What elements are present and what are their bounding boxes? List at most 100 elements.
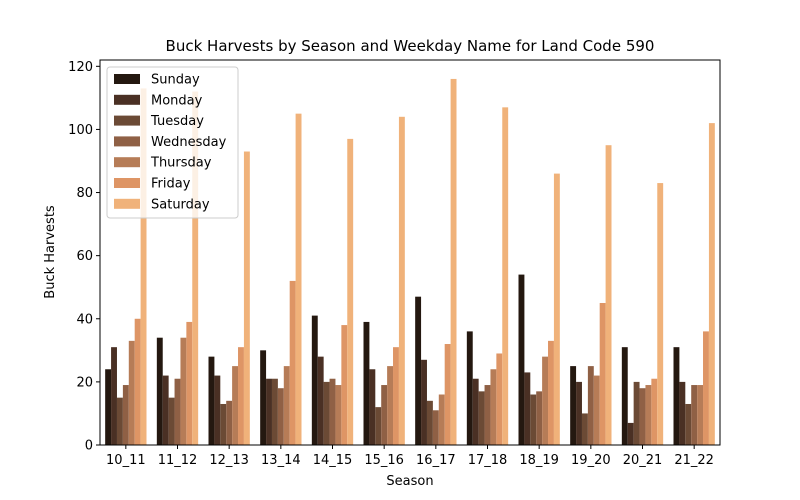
- bar-saturday-10_11: [140, 88, 147, 446]
- legend-label-wednesday: Wednesday: [151, 135, 227, 150]
- plot-frame: [99, 59, 721, 446]
- legend-swatch-wednesday: [114, 136, 140, 147]
- legend-swatch-monday: [114, 94, 140, 105]
- bar-monday-16_17: [421, 359, 427, 445]
- x-axis: 10_11 11_12 12_13 13_14 14_15 15_16 16_17 17_18…: [106, 445, 714, 468]
- bar-friday-21_22: [703, 331, 709, 445]
- x-tick-label: 17_18: [468, 453, 508, 468]
- x-tick-label: 11_12: [158, 453, 198, 468]
- bar-wednesday-17_18: [484, 385, 491, 445]
- bar-saturday-18_19: [553, 173, 560, 446]
- legend-swatch-thursday: [114, 157, 140, 168]
- bar-saturday-12_13: [243, 151, 250, 445]
- bar-thursday-14_15: [335, 385, 342, 445]
- bar-sunday-12_13: [208, 356, 215, 445]
- bar-wednesday-21_22: [691, 385, 698, 445]
- y-tick-label: 40: [76, 312, 93, 327]
- bar-monday-15_16: [369, 369, 376, 445]
- bar-friday-19_20: [599, 302, 606, 445]
- bar-sunday-16_17: [415, 296, 422, 445]
- legend-label-monday: Monday: [151, 93, 203, 108]
- y-tick-label: 0: [85, 439, 93, 454]
- bar-tuesday-13_14: [271, 378, 278, 445]
- x-tick-label: 20_21: [623, 453, 663, 468]
- bar-thursday-20_21: [645, 385, 652, 445]
- bar-saturday-15_16: [398, 116, 405, 446]
- bars-layer: [105, 78, 715, 446]
- legend-swatch-friday: [114, 178, 140, 188]
- bar-friday-17_18: [496, 353, 503, 445]
- bar-saturday-17_18: [502, 107, 509, 445]
- bar-sunday-20_21: [621, 347, 628, 445]
- bar-wednesday-11_12: [174, 378, 181, 445]
- bar-wednesday-10_11: [122, 385, 129, 445]
- bar-monday-19_20: [576, 381, 582, 445]
- bar-monday-20_21: [627, 422, 634, 445]
- y-tick-label: 100: [68, 123, 93, 138]
- bar-tuesday-19_20: [581, 413, 588, 445]
- x-tick-label: 13_14: [261, 453, 301, 468]
- bar-friday-13_14: [289, 280, 296, 445]
- bar-friday-14_15: [341, 325, 348, 445]
- bar-monday-18_19: [524, 372, 531, 445]
- bar-wednesday-13_14: [277, 388, 284, 445]
- bar-monday-13_14: [266, 378, 272, 445]
- y-tick-label: 20: [76, 375, 93, 390]
- bar-sunday-11_12: [156, 337, 163, 445]
- bar-saturday-19_20: [605, 145, 612, 445]
- bar-thursday-16_17: [438, 394, 445, 445]
- x-tick-label: 21_22: [674, 453, 714, 468]
- bar-sunday-21_22: [673, 347, 680, 445]
- bar-thursday-18_19: [542, 356, 549, 445]
- x-tick-label: 16_17: [416, 453, 456, 468]
- bar-tuesday-21_22: [685, 403, 692, 445]
- bar-tuesday-12_13: [220, 403, 227, 445]
- y-tick-label: 80: [76, 186, 93, 201]
- bar-tuesday-17_18: [478, 391, 485, 445]
- bar-wednesday-12_13: [226, 400, 233, 445]
- y-axis-label: Buck Harvests: [43, 205, 58, 299]
- bar-tuesday-18_19: [530, 394, 537, 445]
- bar-tuesday-20_21: [633, 381, 640, 445]
- bar-friday-12_13: [238, 347, 244, 445]
- y-tick-label: 120: [68, 60, 93, 75]
- bar-sunday-18_19: [518, 274, 525, 445]
- legend-label-thursday: Thursday: [150, 156, 212, 171]
- bar-sunday-15_16: [363, 321, 370, 445]
- x-tick-label: 10_11: [106, 453, 146, 468]
- legend-swatch-tuesday: [114, 115, 140, 126]
- bar-saturday-20_21: [657, 183, 664, 445]
- bar-friday-16_17: [444, 344, 451, 445]
- x-tick-label: 15_16: [364, 453, 404, 468]
- bar-friday-20_21: [651, 378, 658, 445]
- bar-saturday-16_17: [450, 78, 457, 446]
- legend-swatch-sunday: [114, 74, 140, 84]
- bar-sunday-17_18: [466, 331, 473, 445]
- bar-friday-18_19: [548, 340, 554, 445]
- bar-thursday-21_22: [697, 385, 704, 445]
- bar-saturday-13_14: [295, 113, 302, 446]
- bar-monday-12_13: [214, 375, 221, 445]
- x-tick-label: 19_20: [571, 453, 611, 468]
- bar-friday-10_11: [134, 318, 141, 445]
- bar-sunday-13_14: [260, 350, 267, 445]
- bar-monday-17_18: [472, 378, 479, 445]
- bar-thursday-17_18: [490, 369, 497, 445]
- bar-saturday-11_12: [192, 91, 199, 445]
- bar-wednesday-16_17: [432, 410, 439, 445]
- legend-label-sunday: Sunday: [151, 73, 200, 88]
- bar-wednesday-20_21: [639, 388, 646, 445]
- bar-tuesday-14_15: [323, 381, 330, 445]
- bar-saturday-14_15: [347, 138, 354, 445]
- bar-saturday-21_22: [708, 123, 715, 446]
- legend-label-tuesday: Tuesday: [150, 114, 204, 129]
- bar-tuesday-15_16: [375, 407, 382, 445]
- bar-friday-15_16: [393, 347, 399, 445]
- bar-monday-10_11: [111, 347, 117, 445]
- bar-wednesday-15_16: [381, 385, 388, 445]
- bar-thursday-13_14: [283, 366, 290, 445]
- bar-thursday-10_11: [128, 340, 135, 445]
- y-axis: 0 20 40 60 80 100 120: [68, 60, 100, 454]
- bar-sunday-14_15: [311, 315, 318, 445]
